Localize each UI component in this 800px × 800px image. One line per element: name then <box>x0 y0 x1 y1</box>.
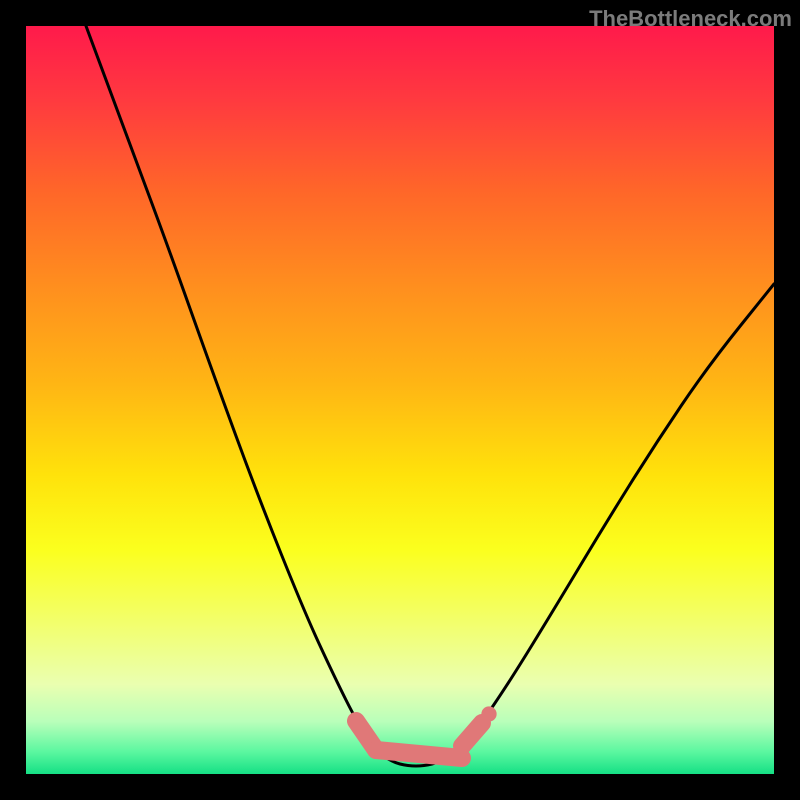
bottleneck-chart <box>26 26 774 774</box>
chart-frame <box>0 0 800 800</box>
watermark-text: TheBottleneck.com <box>589 6 792 32</box>
watermark-label: TheBottleneck.com <box>589 6 792 31</box>
highlight-segment <box>376 750 462 758</box>
highlight-dot <box>481 706 496 721</box>
gradient-background <box>26 26 774 774</box>
